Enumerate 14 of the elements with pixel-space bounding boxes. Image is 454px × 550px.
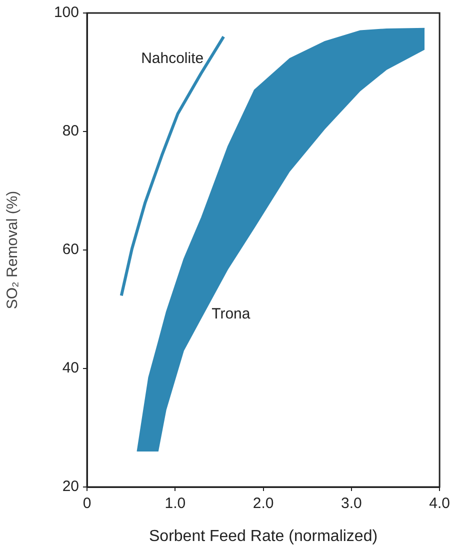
y-tick-label: 80	[62, 122, 79, 140]
x-tick-label: 1.0	[164, 495, 186, 512]
x-tick-label: 2.0	[252, 495, 274, 512]
y-axis-title: SO₂ Removal (%)	[4, 190, 22, 310]
series-label: Nahcolite	[141, 50, 204, 67]
y-tick-label: 40	[62, 360, 79, 377]
text: Trona	[212, 305, 251, 322]
x-axis-title: Sorbent Feed Rate (normalized)	[149, 528, 378, 545]
x-tick-label: 0	[82, 495, 92, 512]
y-tick-label: 20	[62, 478, 79, 496]
y-tick-label: 100	[54, 4, 79, 22]
y-tick-label: 60	[62, 241, 79, 258]
x-tick-label: 4.0	[429, 495, 450, 512]
x-tick-label: 3.0	[341, 495, 362, 512]
